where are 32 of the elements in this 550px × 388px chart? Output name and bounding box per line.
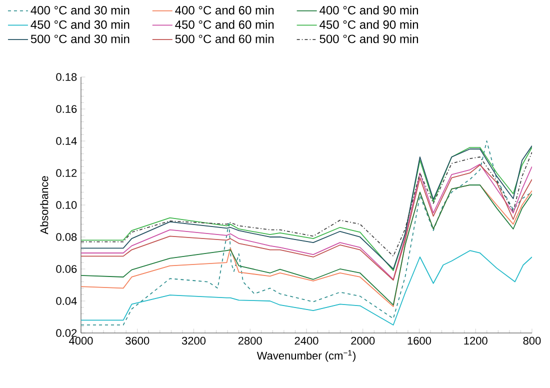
y-tick-label: 0.04: [56, 297, 77, 305]
x-tick-label: 2800: [238, 336, 262, 345]
legend-label: 450 °C and 30 min: [30, 20, 130, 29]
legend-label: 500 °C and 30 min: [30, 34, 130, 44]
y-tick-label: 0.12: [56, 169, 77, 177]
legend-label: 400 °C and 30 min: [30, 6, 130, 14]
y-tick-label: 0.02: [56, 329, 77, 337]
y-tick-label: 0.14: [56, 137, 77, 145]
legend-label: 450 °C and 60 min: [175, 20, 274, 29]
x-tick-label: 2000: [351, 336, 375, 345]
y-tick-label: 0.06: [56, 265, 77, 273]
y-tick-label: 0.16: [56, 105, 77, 113]
x-tick-label: 4000: [69, 336, 93, 345]
y-axis-title: Absorbance: [40, 176, 48, 234]
legend-label: 500 °C and 90 min: [320, 34, 418, 44]
legend-label: 400 °C and 60 min: [175, 6, 274, 14]
line-series: [81, 140, 532, 326]
y-tick-label: 0.10: [56, 201, 77, 209]
line-series: [81, 250, 532, 326]
legend-label: 450 °C and 90 min: [320, 20, 418, 29]
legend-label: 500 °C and 60 min: [175, 34, 274, 44]
x-tick-label: 2400: [294, 336, 318, 345]
x-tick-label: 800: [523, 336, 541, 345]
y-tick-label: 0.18: [56, 73, 77, 81]
x-tick-label: 1600: [408, 336, 432, 345]
x-tick-label: 3200: [182, 336, 206, 345]
legend-label: 400 °C and 90 min: [320, 6, 418, 14]
x-tick-label: 3600: [126, 336, 150, 345]
x-tick-label: 1200: [464, 336, 488, 345]
y-tick-label: 0.08: [56, 233, 77, 241]
line-series: [81, 152, 532, 257]
x-axis-title: Wavenumber (cm$^{−1}$): [256, 350, 356, 362]
